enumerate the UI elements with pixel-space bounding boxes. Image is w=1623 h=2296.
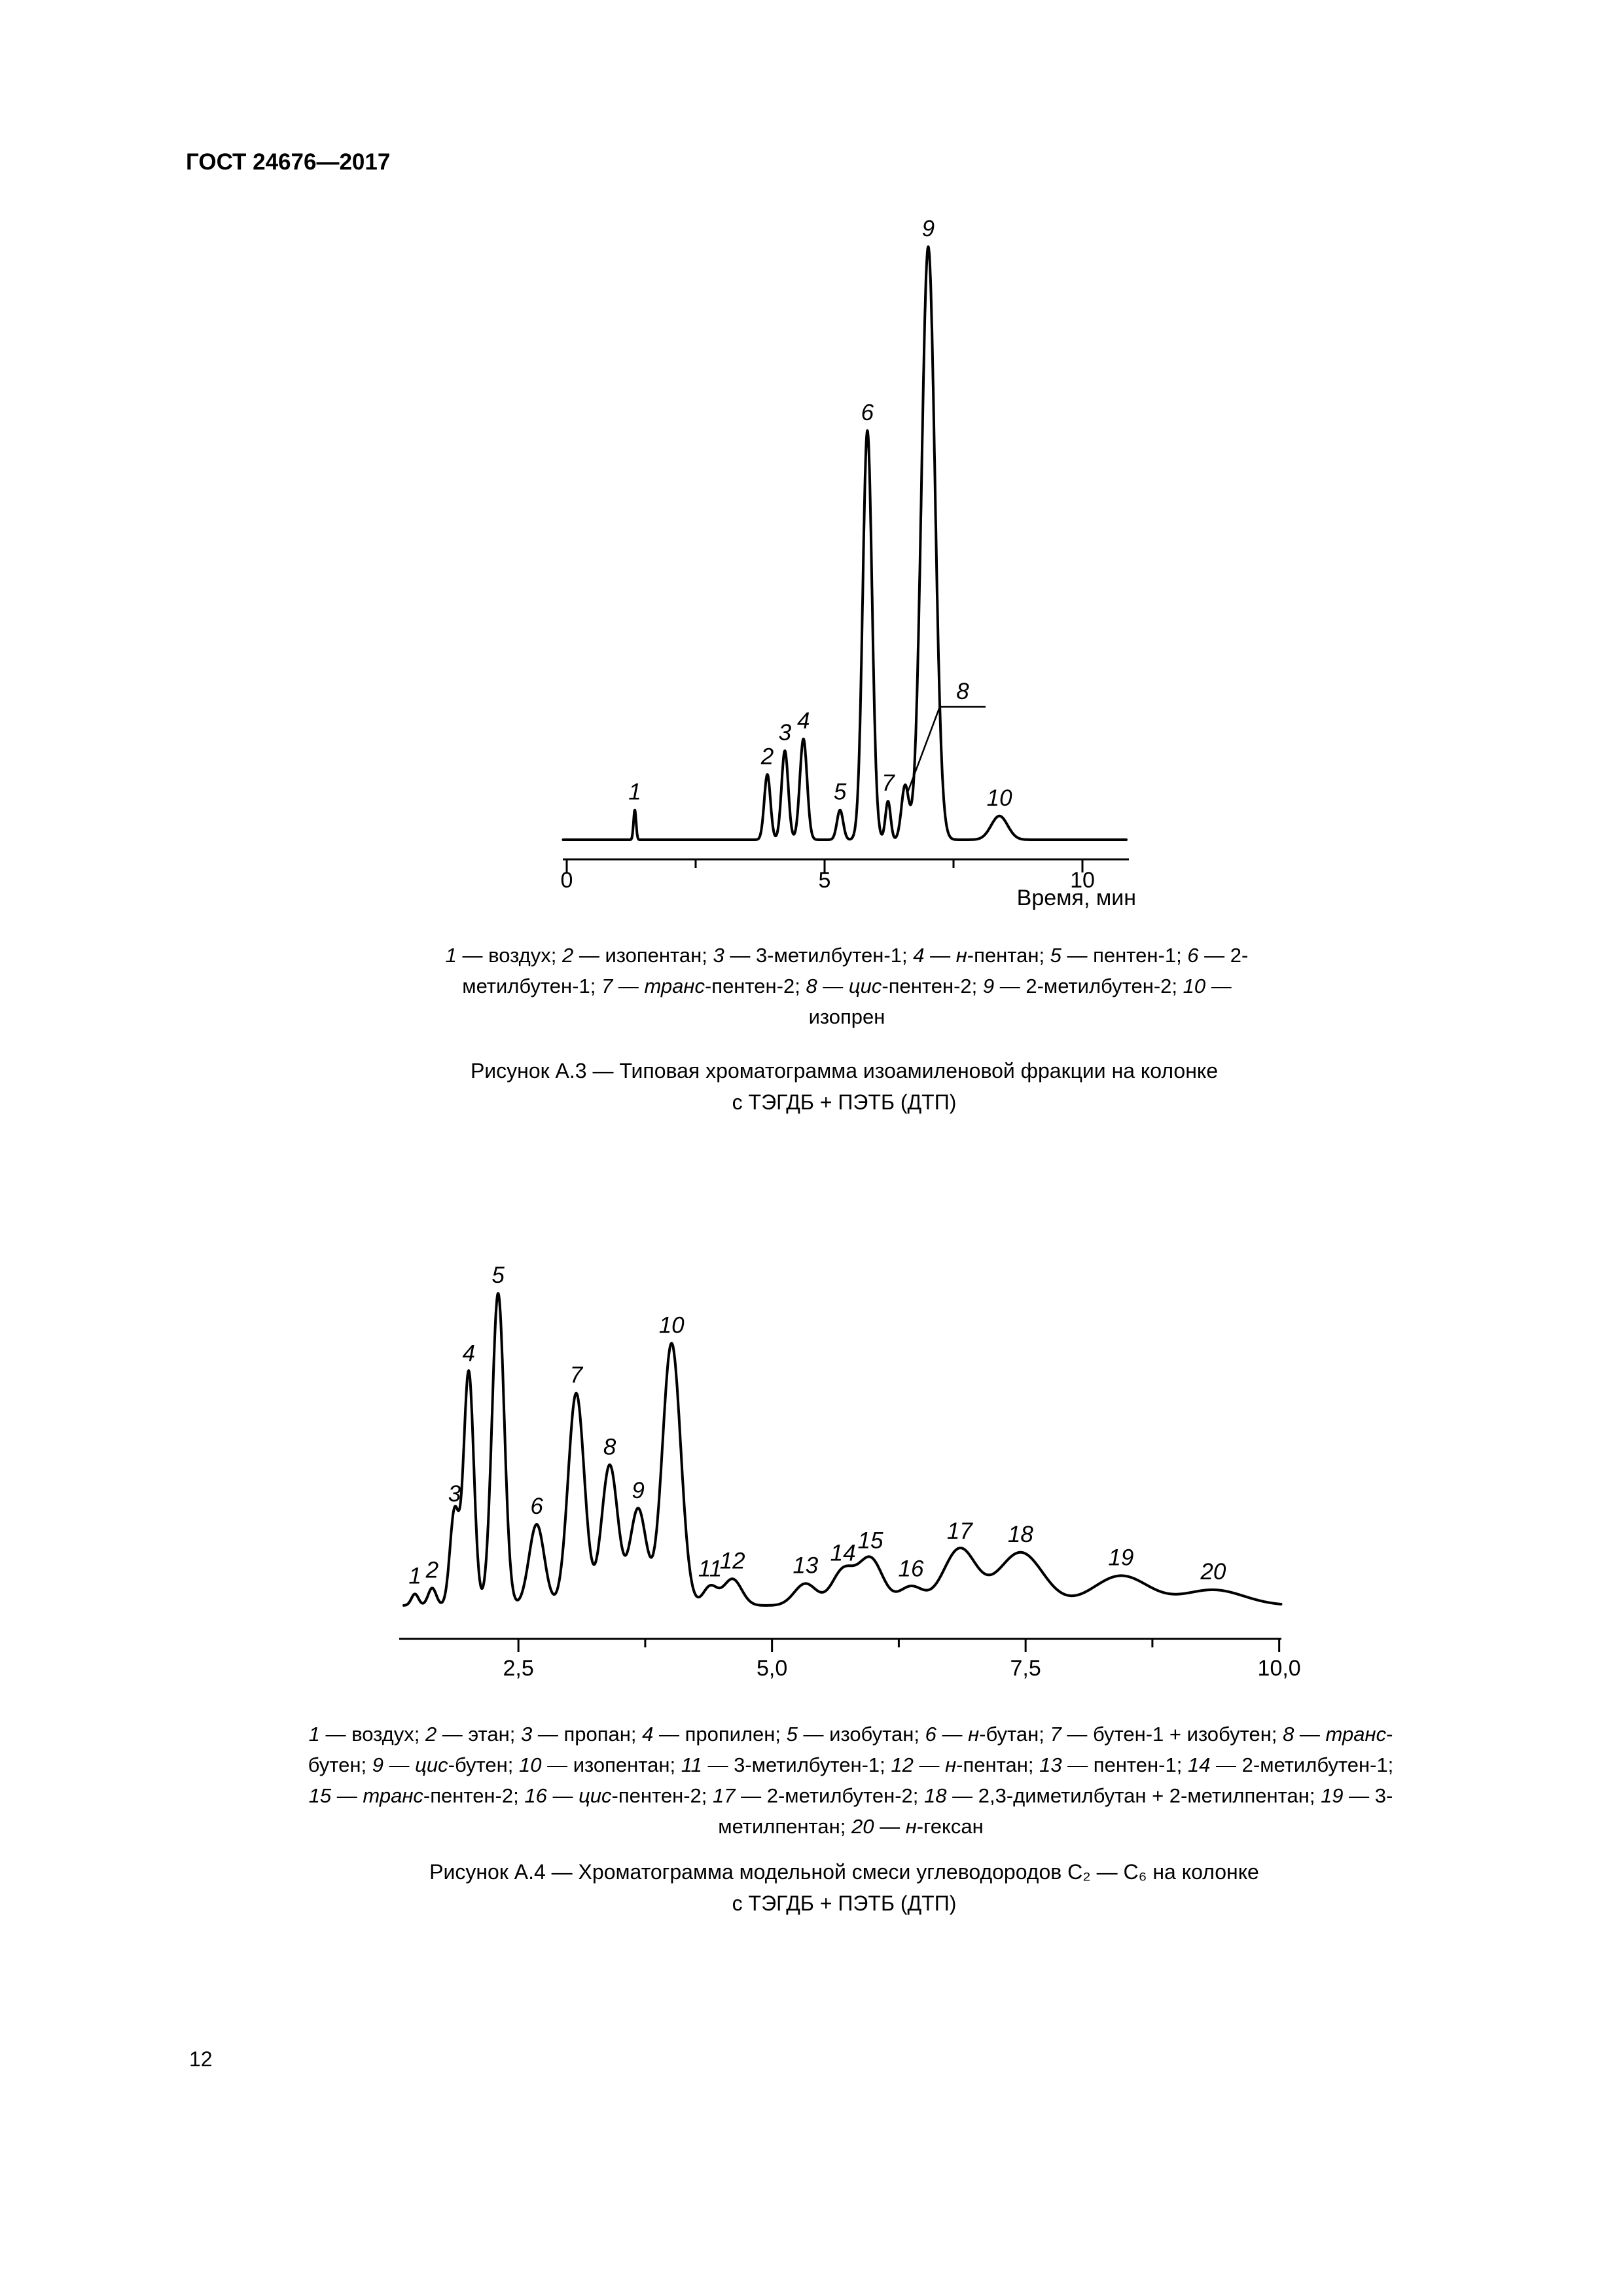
peak-label: 18 [1008,1522,1033,1547]
peak-label: 13 [793,1553,818,1579]
peak-label: 19 [1108,1545,1133,1571]
legend-item: 2 — этан; [425,1723,521,1746]
peak-label: 11 [698,1556,722,1581]
figure-caption-a4: Рисунок А.4 — Хроматограмма модельной см… [353,1856,1335,1919]
legend-item: 11 — 3-метилбутен-1; [681,1753,891,1776]
legend-a3: 1 — воздух; 2 — изопентан; 3 — 3-метилбу… [421,940,1272,1032]
legend-item: 18 — 2,3-диметилбутан + 2-метилпентан; [924,1784,1321,1807]
peak-label: 14 [830,1541,856,1566]
x-tick-label: 0 [561,868,573,893]
peak-label: 9 [632,1478,644,1503]
x-tick-label: 5 [819,868,831,893]
chromatogram-trace [562,245,1128,841]
caption-line-1: Рисунок А.3 — Типовая хроматограмма изоа… [470,1059,1219,1083]
peak-label: 6 [861,400,874,425]
x-axis-title: Время, мин [1017,886,1136,910]
legend-item: 10 — изопентан; [518,1753,681,1776]
legend-item: 7 — транс-пентен-2; [601,975,806,997]
peak-label: 16 [899,1556,924,1581]
legend-item: 5 — изобутан; [786,1723,925,1746]
legend-item: 10 — изопрен [808,975,1232,1028]
legend-item: 12 — н-пентан; [891,1753,1040,1776]
x-tick-label: 10,0 [1258,1656,1301,1681]
legend-item: 16 — цис-пентен-2; [524,1784,713,1807]
legend-item: 7 — бутен-1 + изобутен; [1050,1723,1283,1746]
peak-label: 2 [760,744,774,769]
peak-label: 17 [947,1518,973,1544]
page-number: 12 [189,2047,213,2071]
legend-item: 6 — 2-метилбутен-1; [462,944,1249,997]
x-tick-label: 2,5 [503,1656,534,1681]
caption-line-2: с ТЭГДБ + ПЭТБ (ДТП) [732,1892,957,1915]
legend-item: 13 — пентен-1; [1039,1753,1188,1776]
legend-item: 9 — цис-бутен; [372,1753,519,1776]
callout-leader-line [906,706,941,795]
caption-line-2: с ТЭГДБ + ПЭТБ (ДТП) [732,1090,957,1114]
peak-label: 4 [462,1340,474,1366]
peak-label: 10 [659,1312,685,1338]
peak-label: 10 [987,785,1012,811]
peak-label-callout: 8 [956,679,969,704]
peak-label: 1 [628,780,641,805]
peak-label: 12 [720,1548,745,1573]
legend-item: 14 — 2-метилбутен-1; [1187,1753,1394,1776]
legend-item: 19 — 3-метилпентан; [718,1784,1393,1838]
legend-item: 5 — пентен-1; [1050,944,1188,967]
peak-label: 5 [834,780,847,805]
peak-label: 3 [448,1481,461,1507]
legend-item: 8 — цис-пентен-2; [806,975,983,997]
legend-item: 20 — н-гексан [851,1815,984,1838]
document-header: ГОСТ 24676—2017 [186,149,391,175]
legend-item: 15 — транс-пентен-2; [308,1784,525,1807]
legend-item: 6 — н-бутан; [925,1723,1050,1746]
peak-label: 4 [797,708,810,734]
peak-label: 1 [408,1563,421,1588]
chromatogram-trace [402,1292,1283,1607]
peak-label: 15 [858,1528,883,1553]
legend-a4: 1 — воздух; 2 — этан; 3 — пропан; 4 — пр… [308,1719,1394,1842]
x-tick-label: 10 [1070,868,1095,893]
legend-item: 4 — пропилен; [642,1723,787,1746]
peak-label: 20 [1200,1559,1226,1585]
legend-item: 2 — изопентан; [562,944,713,967]
legend-item: 1 — воздух; [308,1723,425,1746]
legend-item: 17 — 2-метилбутен-2; [713,1784,925,1807]
peak-label: 5 [491,1263,505,1288]
peak-label: 7 [882,770,895,796]
legend-item: 3 — пропан; [521,1723,643,1746]
legend-item: 1 — воздух; [445,944,562,967]
peak-label: 8 [603,1434,616,1460]
legend-item: 4 — н-пентан; [913,944,1050,967]
peak-label: 2 [425,1557,438,1583]
peak-label: 9 [922,216,935,242]
peak-label: 7 [570,1363,584,1388]
legend-item: 8 — транс-бутен; [308,1723,1393,1776]
peak-label: 6 [530,1494,543,1519]
peak-label: 3 [779,720,792,745]
x-tick-label: 5,0 [757,1656,787,1681]
legend-item: 3 — 3-метилбутен-1; [713,944,914,967]
legend-item: 9 — 2-метилбутен-2; [982,975,1183,997]
caption-line-1: Рисунок А.4 — Хроматограмма модельной см… [429,1860,1259,1884]
x-tick-label: 7,5 [1010,1656,1041,1681]
figure-caption-a3: Рисунок А.3 — Типовая хроматограмма изоа… [353,1055,1335,1118]
